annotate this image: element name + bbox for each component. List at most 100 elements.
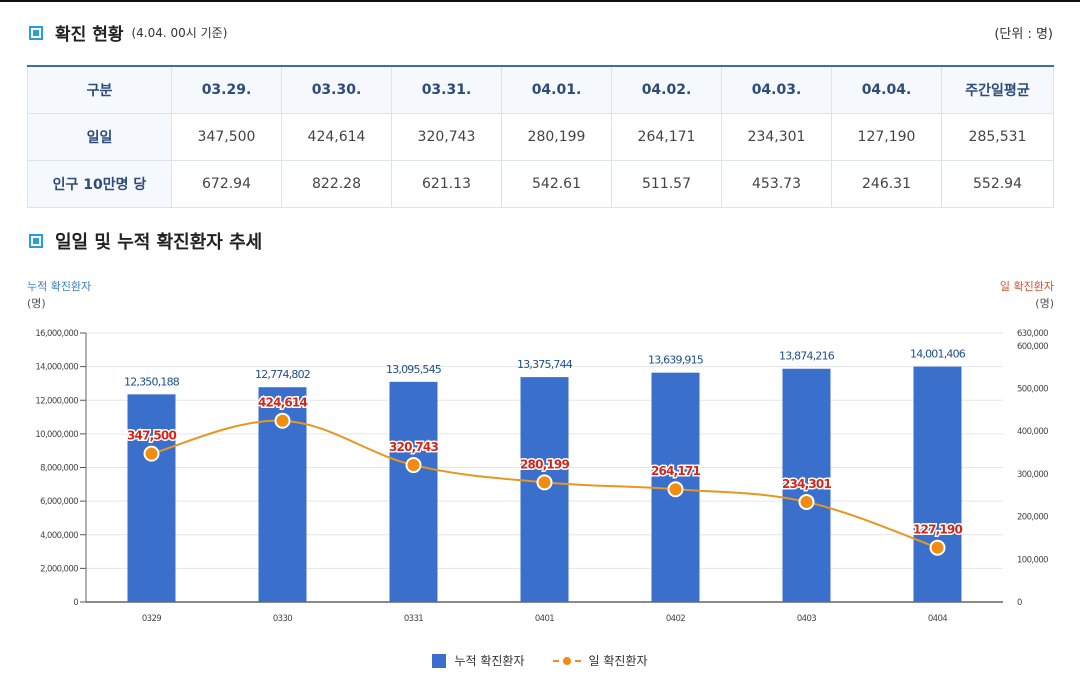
line-value-label: 347,500 [127,429,177,443]
x-tick-label: 0330 [273,614,292,624]
legend-bar-swatch [432,653,447,668]
table-header: 04.02. [611,65,722,114]
section-trend-title: 일일 및 누적 확진환자 추세 [29,228,262,254]
bar-value-label: 13,095,545 [386,363,442,376]
bar-value-label: 12,350,188 [124,375,180,388]
line-point [536,474,553,491]
x-tick-label: 0329 [142,614,161,624]
left-tick-label: 16,000,000 [35,329,78,339]
chart-legend: 누적 확진환자 일 확진환자 [0,652,1080,669]
right-tick-label: 500,000 [1017,385,1048,395]
bar-value-label: 13,639,915 [648,354,704,367]
table-header: 주간일평균 [941,65,1054,114]
x-tick-label: 0401 [535,614,554,624]
table-cell: 234,301 [721,112,832,161]
table-cell: 280,199 [501,112,612,161]
status-title: 확진 현황 [55,25,124,45]
table-header-row: 구분 03.29. 03.30. 03.31. 04.01. 04.02. 04… [27,65,1054,114]
row-label: 일일 [27,112,172,161]
table-header: 03.31. [391,65,502,114]
bar [389,381,438,602]
table-cell: 552.94 [941,159,1054,208]
row-label: 인구 10만명 당 [27,159,172,208]
line-value-label: 264,171 [651,464,701,478]
left-tick-label: 14,000,000 [35,363,78,373]
legend-item-cumulative: 누적 확진환자 [432,652,525,669]
left-tick-label: 4,000,000 [40,531,78,541]
table-cell: 511.57 [611,159,722,208]
left-axis-unit: (명) [27,297,46,310]
trend-chart: 0 2,000,000 4,000,000 6,000,000 8,000,000 10,… [35,329,1048,624]
table-cell: 621.13 [391,159,502,208]
legend-line-swatch [552,654,581,668]
left-tick-label: 2,000,000 [40,564,78,574]
status-table: 구분 03.29. 03.30. 03.31. 04.01. 04.02. 04… [27,65,1054,208]
line-point [798,493,815,510]
trend-title: 일일 및 누적 확진환자 추세 [55,232,263,253]
bar [782,368,831,602]
table-header: 04.04. [831,65,942,114]
x-tick-label: 0404 [928,614,947,624]
table-cell: 453.73 [721,159,832,208]
table-header: 구분 [27,65,172,114]
right-tick-label: 0 [1017,598,1022,608]
line-value-label: 234,301 [782,477,832,491]
right-tick-label: 400,000 [1017,427,1048,437]
x-tick-label: 0331 [404,614,423,624]
x-tick-label: 0402 [666,614,685,624]
left-tick-label: 0 [73,598,78,608]
left-tick-label: 10,000,000 [35,430,78,440]
right-tick-label: 100,000 [1017,555,1048,565]
line-value-label: 320,743 [389,440,439,454]
status-basis: (4.04. 00시 기준) [131,26,228,40]
bar [913,366,962,602]
square-bullet-icon [29,234,43,248]
table-cell: 320,743 [391,112,502,161]
table-cell: 264,171 [611,112,722,161]
line-point [405,457,422,474]
unit-label: (단위 : 명) [994,27,1053,42]
table-row: 일일 347,500 424,614 320,743 280,199 264,1… [27,112,1054,161]
table-cell: 285,531 [941,112,1054,161]
top-rule [0,0,1080,2]
bar-value-label: 12,774,802 [255,368,310,381]
right-tick-label: 300,000 [1017,470,1048,480]
legend-line-label: 일 확진환자 [588,654,648,668]
table-header: 03.29. [171,65,282,114]
table-cell: 542.61 [501,159,612,208]
bar-value-label: 14,001,406 [910,348,966,361]
section-status-title: 확진 현황 (4.04. 00시 기준) [29,20,227,45]
bar-value-label: 13,874,216 [779,350,835,363]
line-value-label: 280,199 [520,457,570,471]
table-cell: 347,500 [171,112,282,161]
line-value-label: 127,190 [913,523,963,537]
right-tick-label: 200,000 [1017,513,1048,523]
line-point [929,539,946,556]
right-axis-unit: (명) [1035,297,1054,310]
legend-item-daily: 일 확진환자 [552,652,648,669]
line-point [274,412,291,429]
table-cell: 127,190 [831,112,942,161]
table-header: 04.03. [721,65,832,114]
left-tick-label: 12,000,000 [35,396,78,406]
right-tick-label: 600,000 [1017,342,1048,352]
right-axis-title: 일 확진환자 [999,280,1054,293]
right-tick-label: 630,000 [1017,329,1048,339]
table-cell: 672.94 [171,159,282,208]
left-tick-label: 6,000,000 [40,497,78,507]
bar [127,394,176,602]
square-bullet-icon [29,25,43,40]
line-value-label: 424,614 [258,396,308,410]
line-point [143,445,160,462]
left-axis-title: 누적 확진환자 [27,280,92,293]
legend-bar-label: 누적 확진환자 [454,654,525,668]
table-header: 03.30. [281,65,392,114]
table-cell: 822.28 [281,159,392,208]
left-tick-label: 8,000,000 [40,464,78,474]
table-header: 04.01. [501,65,612,114]
bar-value-label: 13,375,744 [517,358,573,371]
table-cell: 246.31 [831,159,942,208]
table-row: 인구 10만명 당 672.94 822.28 621.13 542.61 51… [27,159,1054,208]
table-cell: 424,614 [281,112,392,161]
line-point [667,481,684,498]
